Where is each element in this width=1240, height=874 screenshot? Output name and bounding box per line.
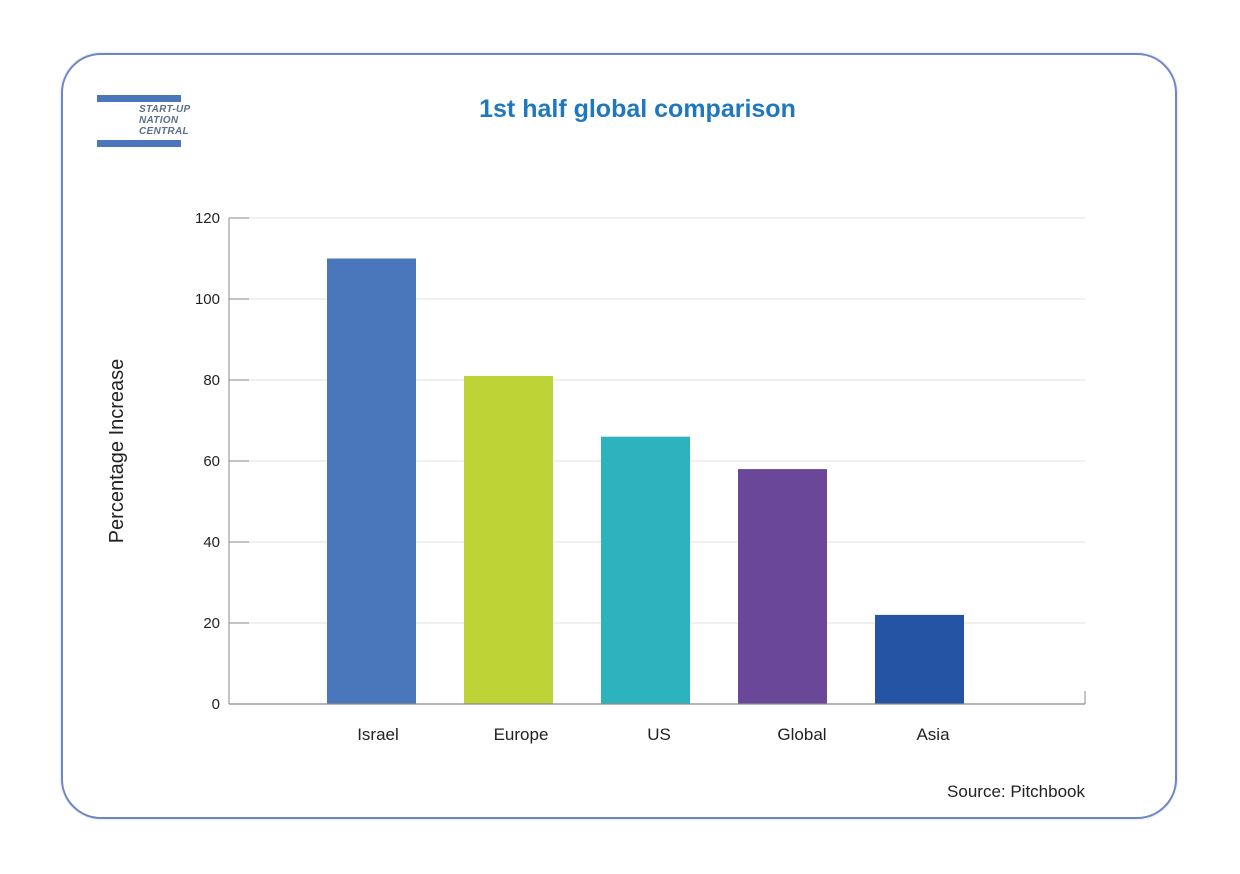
x-category-label-us: US bbox=[647, 725, 671, 744]
y-tick-label-40: 40 bbox=[203, 534, 220, 551]
bar-us bbox=[601, 436, 690, 704]
y-axis-label: Percentage Increase bbox=[106, 359, 128, 544]
bar-global bbox=[738, 469, 827, 704]
chart-title: 1st half global comparison bbox=[479, 95, 796, 123]
bars bbox=[327, 258, 964, 704]
logo-bar-bottom bbox=[97, 140, 181, 147]
y-tick-label-120: 120 bbox=[195, 210, 220, 227]
logo-text: START-UP NATION CENTRAL bbox=[139, 104, 190, 137]
logo-line-1: START-UP bbox=[139, 104, 191, 115]
logo-line-2: NATION bbox=[139, 115, 179, 126]
y-tick-label-100: 100 bbox=[195, 291, 220, 308]
source-note: Source: Pitchbook bbox=[947, 782, 1085, 801]
x-category-label-israel: Israel bbox=[357, 725, 399, 744]
x-category-label-europe: Europe bbox=[494, 725, 549, 744]
logo-bar-top bbox=[97, 95, 181, 102]
bar-israel bbox=[327, 258, 416, 704]
labels: 0 20 40 60 80 100 120 Israel Europe US Global Asia bbox=[195, 210, 950, 744]
logo-line-3: CENTRAL bbox=[139, 126, 189, 137]
axes bbox=[228, 217, 1086, 705]
x-category-label-asia: Asia bbox=[916, 725, 950, 744]
start-up-nation-central-logo: START-UP NATION CENTRAL bbox=[97, 95, 217, 149]
x-category-label-global: Global bbox=[777, 725, 826, 744]
bar-asia bbox=[875, 614, 964, 704]
bar-europe bbox=[464, 375, 553, 704]
y-tick-label-0: 0 bbox=[212, 696, 220, 713]
y-tick-label-80: 80 bbox=[203, 372, 220, 389]
y-tick-label-60: 60 bbox=[203, 453, 220, 470]
y-tick-label-20: 20 bbox=[203, 615, 220, 632]
